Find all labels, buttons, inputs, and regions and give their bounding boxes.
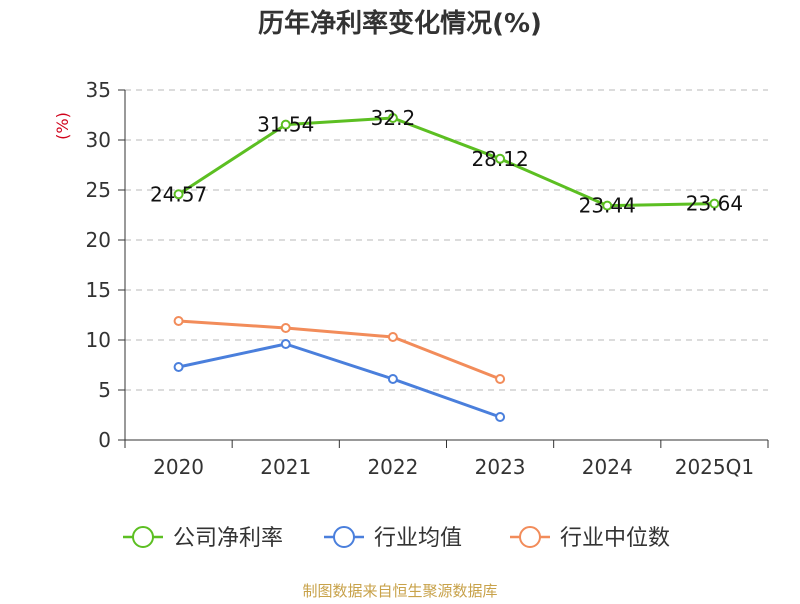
series-line: [178, 342, 501, 419]
y-tick-label: 10: [86, 328, 111, 352]
y-tick-label: 30: [86, 128, 111, 152]
legend-label: 公司净利率: [173, 526, 283, 551]
y-tick-label: 0: [98, 428, 111, 452]
legend: 公司净利率 行业均值 行业中位数: [123, 526, 670, 551]
legend-label: 行业中位数: [560, 526, 670, 551]
legend-marker: [333, 526, 355, 548]
axes: 0 5 10 15 20 25 30 35 2020 2021 2022 2023 2024 2025Q1: [86, 78, 769, 479]
data-point: [173, 362, 184, 372]
data-label: 23.64: [686, 192, 743, 216]
data-point: [495, 412, 506, 422]
y-tick-label: 5: [98, 378, 111, 402]
y-tick-label: 25: [86, 178, 111, 202]
gridlines: [125, 89, 768, 391]
series-layer: [173, 113, 720, 422]
data-point: [280, 339, 291, 349]
data-label: 23.44: [579, 194, 636, 218]
x-tick-label: 2025Q1: [675, 455, 754, 479]
source-footnote: 制图数据来自恒生聚源数据库: [302, 582, 497, 600]
data-label: 31.54: [257, 113, 314, 137]
data-point: [495, 153, 506, 164]
legend-item-0: 公司净利率: [123, 526, 283, 551]
series-line: [178, 319, 501, 381]
x-tick-label: 2020: [153, 455, 204, 479]
legend-label: 行业均值: [374, 526, 462, 551]
y-axis-unit-label: (%): [53, 112, 72, 140]
chart-title: 历年净利率变化情况(%): [258, 8, 542, 39]
data-point: [280, 119, 291, 130]
x-tick-label: 2022: [367, 455, 418, 479]
x-tick-label: 2021: [260, 455, 311, 479]
data-label: 24.57: [150, 182, 207, 206]
legend-item-1: 行业均值: [324, 526, 462, 551]
series-1: [173, 339, 506, 422]
data-labels: 24.57 31.54 32.2 28.12 23.44 23.64: [150, 106, 743, 218]
series-0: [173, 113, 720, 211]
y-tick-label: 20: [86, 228, 111, 252]
data-point: [387, 374, 398, 384]
data-point: [602, 200, 613, 211]
data-point: [387, 113, 398, 123]
data-point: [280, 323, 291, 333]
data-point: [495, 374, 506, 384]
series-2: [173, 316, 506, 384]
x-tick-label: 2024: [582, 455, 633, 479]
data-point: [387, 332, 398, 342]
legend-marker: [132, 526, 154, 548]
data-label: 28.12: [471, 147, 528, 171]
legend-item-2: 行业中位数: [510, 526, 670, 551]
x-tick-label: 2023: [475, 455, 526, 479]
data-point: [709, 198, 720, 209]
legend-marker: [519, 526, 541, 548]
y-tick-label: 35: [86, 78, 111, 102]
series-line: [177, 116, 715, 208]
data-label: 32.2: [371, 106, 416, 130]
data-point: [173, 189, 184, 200]
data-point: [173, 316, 184, 326]
y-tick-label: 15: [86, 278, 111, 302]
